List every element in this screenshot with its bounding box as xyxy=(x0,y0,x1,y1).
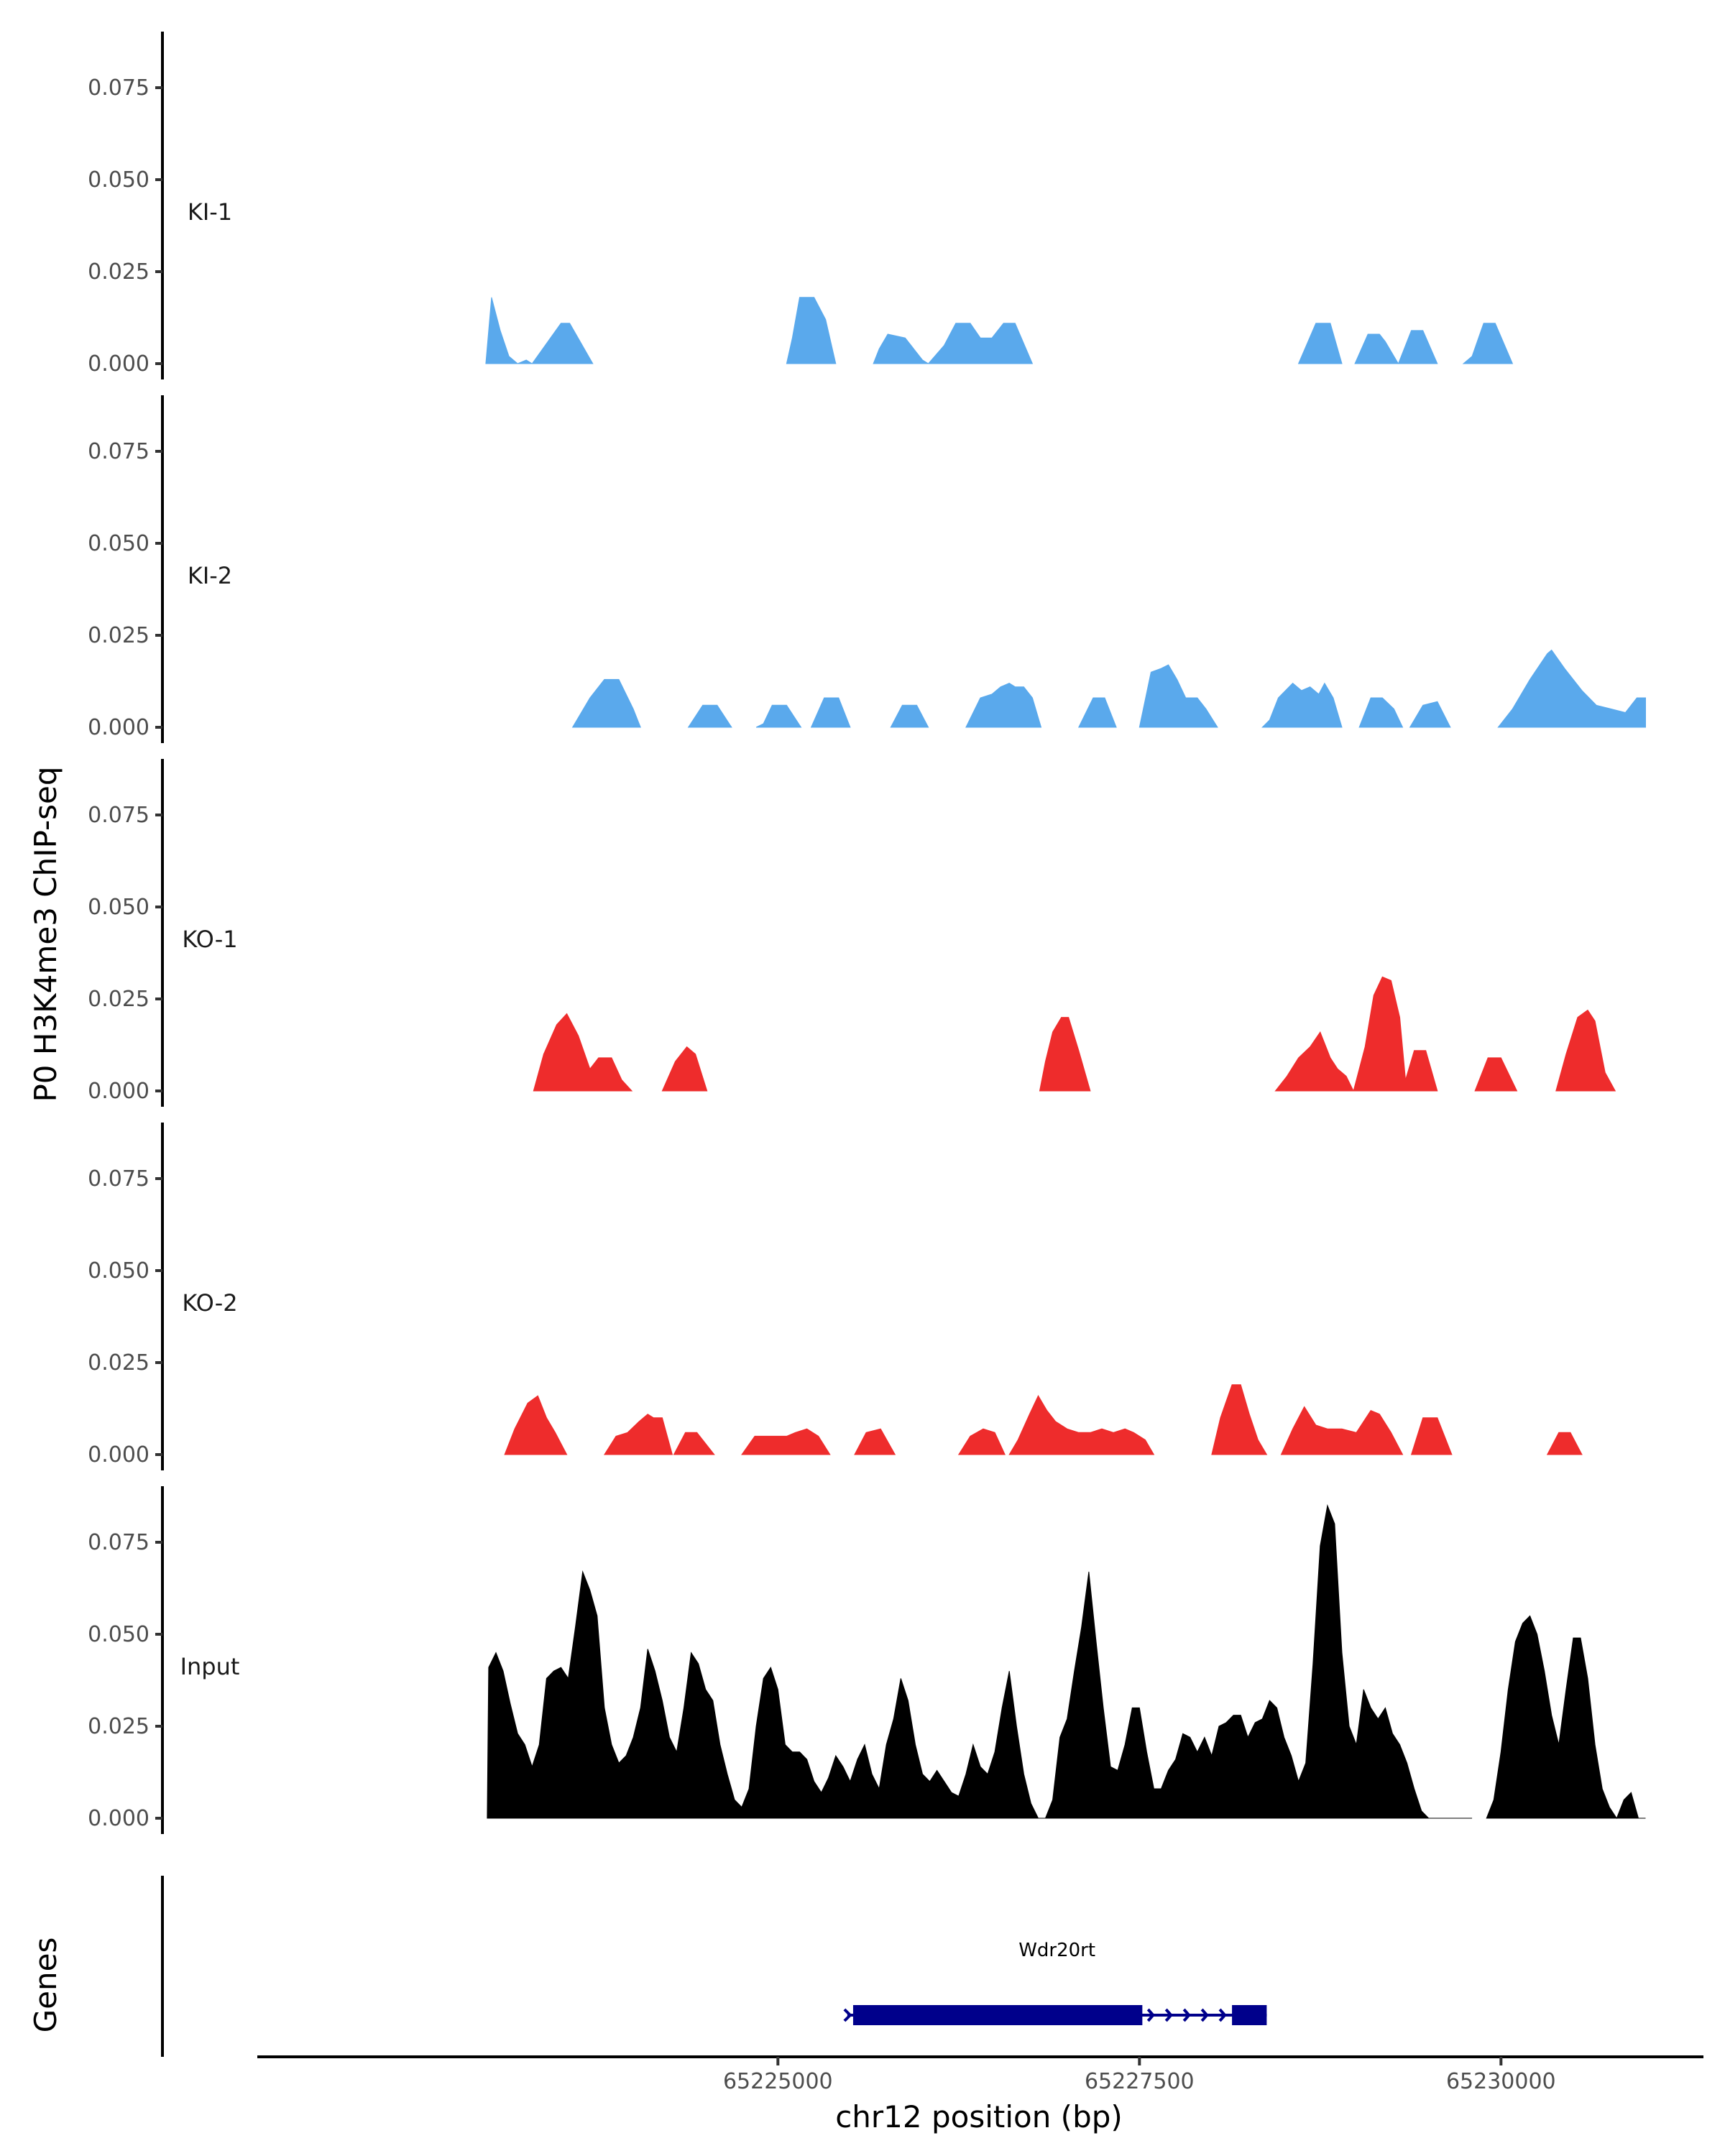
signal-area xyxy=(741,1428,831,1455)
signal-area xyxy=(927,323,1034,364)
strand-arrow-icon xyxy=(1182,2008,1191,2022)
track-label: KI-2 xyxy=(188,562,232,589)
y-tick-label: 0.025 xyxy=(88,1350,150,1376)
signal-area xyxy=(810,697,851,728)
track-ko-2: 0.000 0.025 0.050 0.075 KO-2 xyxy=(88,1123,1583,1470)
y-tick-label: 0.050 xyxy=(88,167,150,193)
signal-area xyxy=(1546,1432,1583,1455)
gene-models: Wdr20rt xyxy=(843,1940,1267,2025)
signal-area xyxy=(571,678,641,728)
signal-area xyxy=(504,1395,568,1455)
gene-exon xyxy=(852,2005,1143,2025)
signal-area xyxy=(1497,649,1646,728)
y-tick-label: 0.000 xyxy=(88,351,150,377)
x-tick-label: 65230000 xyxy=(1446,2069,1556,2094)
x-axis-title: chr12 position (bp) xyxy=(835,2099,1123,2134)
y-tick-label: 0.000 xyxy=(88,1079,150,1104)
signal-area xyxy=(1486,1615,1646,1820)
y-tick-label: 0.025 xyxy=(88,259,150,285)
strand-arrow-icon xyxy=(843,2008,852,2022)
signal-area xyxy=(1039,1017,1091,1092)
x-tick-label: 65227500 xyxy=(1085,2069,1195,2094)
y-tick-label: 0.025 xyxy=(88,1714,150,1739)
genes-panel: Genes Wdr20rt xyxy=(28,1876,1267,2057)
y-tick-label: 0.050 xyxy=(88,531,150,556)
genes-axis-title: Genes xyxy=(28,1938,63,2033)
signal-area xyxy=(755,704,802,728)
signal-area xyxy=(890,704,929,728)
signal-area xyxy=(533,1013,633,1092)
x-ticks: 65225000 65227500 65230000 xyxy=(723,2057,1556,2094)
signal-area xyxy=(1261,682,1343,728)
signal-area xyxy=(1410,1417,1453,1455)
signal-area xyxy=(1077,697,1117,728)
strand-arrow-icon xyxy=(1200,2008,1209,2022)
signal-area xyxy=(673,1432,715,1455)
signal-area xyxy=(603,1414,673,1455)
signal-area xyxy=(1297,323,1343,364)
track-ko-1: 0.000 0.025 0.050 0.075 KO-1 xyxy=(88,759,1616,1107)
y-tick-label: 0.050 xyxy=(88,1622,150,1647)
signal-area xyxy=(661,1046,708,1092)
track-ki-2: 0.000 0.025 0.050 0.075 KI-2 xyxy=(88,395,1646,743)
signal-area xyxy=(854,1428,896,1455)
y-tick-label: 0.000 xyxy=(88,715,150,740)
signal-area xyxy=(957,1428,1006,1455)
signal-area xyxy=(1008,1395,1155,1455)
y-tick-label: 0.050 xyxy=(88,895,150,920)
track-ki-1: 0.000 0.025 0.050 0.075 KI-1 xyxy=(88,32,1514,379)
signal-area xyxy=(1353,976,1438,1092)
track-label: Input xyxy=(180,1653,240,1680)
strand-arrow-icon xyxy=(1218,2008,1227,2022)
tracks-group: 0.0000.0250.0500.075KI-10.0000.0250.0500… xyxy=(88,32,1646,1834)
signal-area xyxy=(873,333,930,364)
signal-area xyxy=(487,1570,1046,1819)
track-label: KO-2 xyxy=(182,1289,237,1317)
track-label: KI-1 xyxy=(188,198,232,226)
x-tick-label: 65225000 xyxy=(723,2069,833,2094)
signal-area xyxy=(1462,323,1514,364)
signal-area xyxy=(1555,1009,1616,1092)
y-tick-label: 0.075 xyxy=(88,439,150,464)
strand-arrow-icon xyxy=(1146,2008,1155,2022)
signal-area xyxy=(1211,1384,1268,1455)
track-input: 0.000 0.025 0.050 0.075 Input xyxy=(88,1486,1646,1834)
y-tick-label: 0.025 xyxy=(88,987,150,1012)
signal-area xyxy=(687,704,732,728)
signal-area xyxy=(1409,701,1451,728)
signal-area xyxy=(1044,1503,1473,1819)
gene-label: Wdr20rt xyxy=(1018,1940,1095,1961)
y-axis-title: P0 H3K4me3 ChIP-seq xyxy=(28,766,63,1102)
signal-area xyxy=(1474,1057,1518,1092)
y-tick-label: 0.000 xyxy=(88,1442,150,1468)
signal-area xyxy=(485,297,594,364)
y-tick-label: 0.075 xyxy=(88,1166,150,1192)
track-label: KO-1 xyxy=(182,926,237,953)
y-tick-label: 0.075 xyxy=(88,1530,150,1555)
y-tick-label: 0.000 xyxy=(88,1806,150,1831)
signal-area xyxy=(1397,330,1438,364)
signal-area xyxy=(1354,333,1399,364)
y-tick-label: 0.075 xyxy=(88,803,150,828)
strand-arrow-icon xyxy=(1164,2008,1173,2022)
signal-area xyxy=(786,297,837,364)
signal-area xyxy=(1138,664,1218,728)
gene-model: Wdr20rt xyxy=(843,1940,1267,2025)
signal-area xyxy=(1358,697,1404,728)
y-tick-label: 0.025 xyxy=(88,623,150,648)
signal-area xyxy=(1274,1031,1354,1092)
signal-area xyxy=(1280,1406,1404,1455)
signal-area xyxy=(965,683,1042,728)
y-tick-label: 0.050 xyxy=(88,1258,150,1284)
gene-exon xyxy=(1232,2005,1267,2025)
x-axis: 65225000 65227500 65230000 chr12 position … xyxy=(257,2055,1703,2134)
y-tick-label: 0.075 xyxy=(88,75,150,101)
